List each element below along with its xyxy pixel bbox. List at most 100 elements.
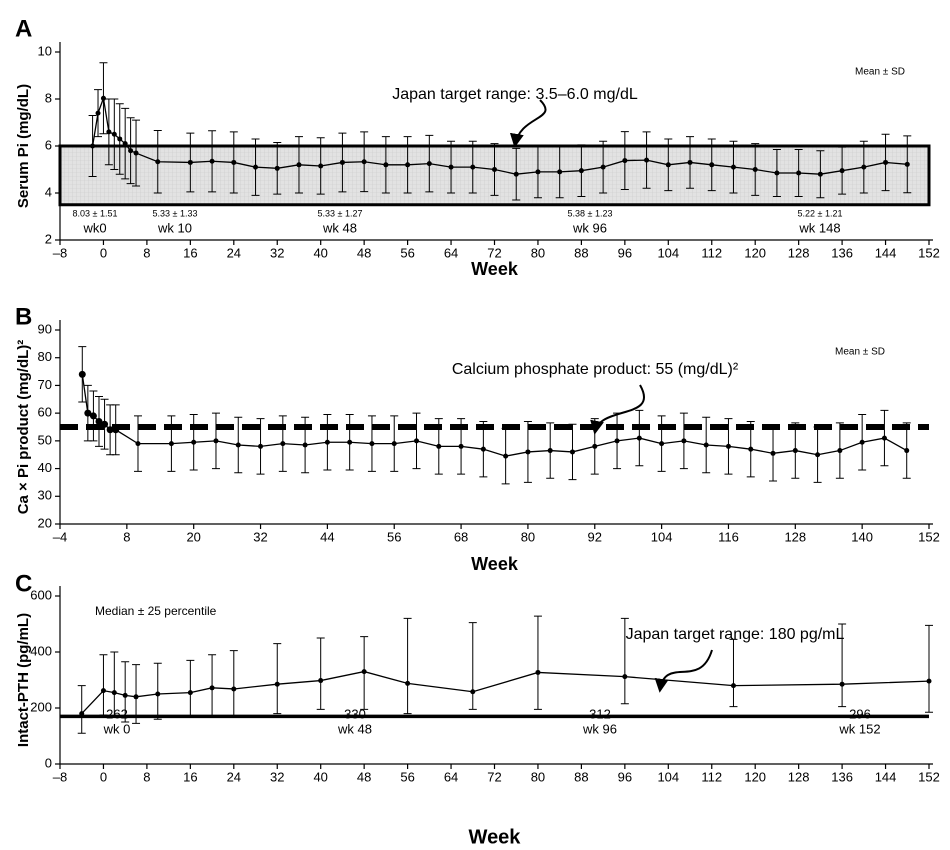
stat-week: wk0 (82, 220, 106, 235)
error-bar (99, 654, 108, 716)
data-point (926, 678, 932, 684)
data-point (883, 159, 889, 165)
x-tick-label: 40 (313, 245, 327, 260)
data-point (859, 439, 865, 445)
data-point (253, 164, 259, 170)
y-tick-label: 30 (38, 488, 52, 503)
x-tick-label: 24 (227, 769, 241, 784)
x-tick-label: –8 (53, 769, 67, 784)
data-point (796, 170, 802, 176)
y-axis-title: Serum Pi (mg/dL) (15, 84, 32, 208)
y-tick-label: 200 (30, 699, 52, 714)
stat-value: 312 (589, 706, 611, 721)
y-tick-label: 6 (45, 137, 52, 152)
data-point (213, 438, 219, 444)
y-tick-label: 2 (45, 231, 52, 246)
data-point (414, 438, 420, 444)
data-point (101, 420, 109, 428)
data-point (815, 452, 821, 458)
stat-value: 5.22 ± 1.21 (798, 208, 843, 218)
x-tick-label: 44 (320, 529, 334, 544)
x-tick-label: 16 (183, 245, 197, 260)
data-point (480, 446, 486, 452)
data-point (128, 148, 134, 154)
data-point (703, 442, 709, 448)
data-point (436, 443, 442, 449)
error-bar (468, 622, 477, 710)
x-tick-label: 120 (744, 245, 766, 260)
x-tick-label: 8 (143, 245, 150, 260)
data-point (725, 443, 731, 449)
data-point (748, 446, 754, 452)
y-tick-label: 8 (45, 90, 52, 105)
x-tick-label: 96 (618, 769, 632, 784)
y-tick-label: 600 (30, 587, 52, 602)
stat-week: wk 96 (572, 220, 607, 235)
data-point (547, 448, 553, 454)
data-point (578, 168, 584, 174)
annotation: Japan target range: 180 pg/mL (626, 626, 845, 643)
error-bar (121, 661, 130, 723)
data-point (513, 171, 519, 177)
data-point (100, 95, 106, 101)
stat-value: 296 (849, 706, 871, 721)
x-tick-label: 88 (574, 245, 588, 260)
stat-week: wk 0 (103, 721, 131, 736)
data-point (709, 162, 715, 168)
data-point (426, 161, 432, 167)
x-tick-label: 0 (100, 769, 107, 784)
x-tick-label: –4 (53, 529, 67, 544)
x-tick-label: 92 (588, 529, 602, 544)
data-point (535, 669, 541, 675)
data-line (81, 374, 908, 457)
data-point (133, 150, 139, 156)
data-point (391, 441, 397, 447)
panel-label: B (15, 303, 32, 330)
x-tick-label: 40 (313, 769, 327, 784)
data-point (405, 162, 411, 168)
error-bar (153, 662, 162, 720)
x-tick-label: 72 (487, 769, 501, 784)
x-tick-label: 140 (851, 529, 873, 544)
x-tick-label: 16 (183, 769, 197, 784)
data-point (209, 685, 215, 691)
data-point (187, 690, 193, 696)
x-tick-label: 88 (574, 769, 588, 784)
data-point (448, 164, 454, 170)
data-point (90, 143, 96, 149)
y-tick-label: 400 (30, 643, 52, 658)
x-axis-title: Week (471, 554, 519, 574)
data-point (525, 449, 531, 455)
data-point (861, 164, 867, 170)
data-point (904, 448, 910, 454)
data-point (752, 167, 758, 172)
data-point (191, 439, 197, 445)
data-point (95, 417, 103, 425)
data-point (79, 711, 85, 717)
data-point (470, 164, 476, 170)
stat-week: wk 48 (337, 721, 372, 736)
data-point (839, 168, 845, 174)
x-tick-label: 32 (270, 769, 284, 784)
x-tick-label: 56 (400, 769, 414, 784)
data-point (280, 441, 286, 447)
data-point (274, 681, 280, 687)
data-point (622, 674, 628, 680)
y-tick-label: 80 (38, 349, 52, 364)
x-tick-label: 128 (788, 245, 810, 260)
panel-label: C (15, 570, 32, 597)
x-tick-label: –8 (53, 245, 67, 260)
data-point (274, 165, 280, 171)
stat-value: 5.33 ± 1.33 (153, 208, 198, 218)
error-bar (132, 664, 141, 724)
data-point (839, 681, 845, 687)
data-point (111, 131, 117, 137)
error-bar (620, 617, 629, 705)
x-tick-label: 112 (701, 769, 722, 784)
y-tick-label: 90 (38, 321, 52, 336)
data-point (557, 169, 563, 175)
stat-value: 5.38 ± 1.23 (568, 208, 613, 218)
x-tick-label: 120 (744, 769, 766, 784)
data-point (117, 136, 123, 142)
